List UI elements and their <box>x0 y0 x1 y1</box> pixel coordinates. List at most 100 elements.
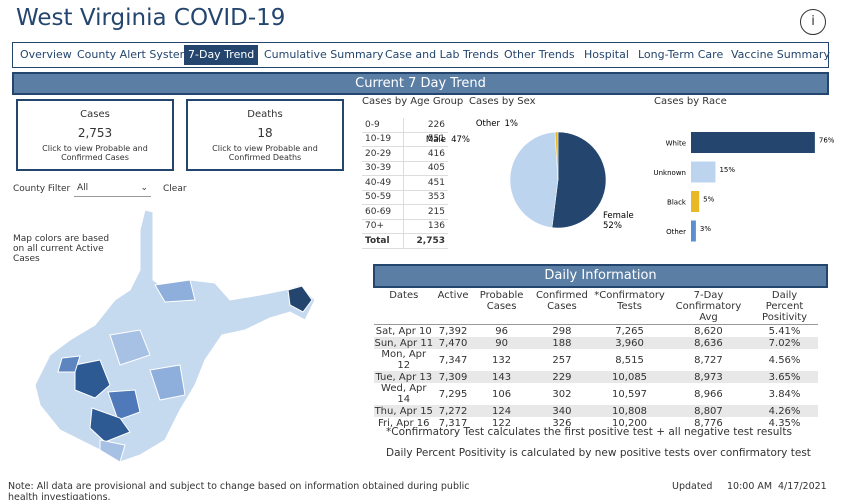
table-row: Sat, Apr 10 7,392 96 298 7,265 8,620 5.41% <box>374 325 818 338</box>
chart-title: Cases by Race <box>654 96 727 107</box>
footer-note: Note: All data are provisional and subje… <box>8 481 470 500</box>
table-cell: 7,295 <box>438 388 468 400</box>
table-cell: Wed, Apr 14 <box>381 383 427 405</box>
card-title: Deaths <box>247 109 283 120</box>
pie-slice <box>551 131 607 229</box>
clear-button[interactable]: Clear <box>163 184 187 194</box>
filter-select[interactable]: All ⌄ <box>74 181 151 197</box>
title: West Virginia COVID-19 <box>16 5 286 31</box>
tab[interactable]: Hospital <box>584 48 629 61</box>
county <box>154 279 196 303</box>
table-cell: 2,753 <box>403 233 448 249</box>
county <box>149 364 186 401</box>
table-cell: 10,085 <box>593 371 666 383</box>
tab[interactable]: Cumulative Summary <box>264 48 384 61</box>
tab[interactable]: County Alert System <box>77 48 191 61</box>
pie-slice <box>509 131 559 228</box>
table-cell: 4.56% <box>768 354 801 366</box>
table-cell: 30-39 <box>362 161 404 176</box>
age-table: 0-9 226 10-19 551 20-29 416 30-39 405 40-49 451 50… <box>362 118 448 249</box>
column-header: Dates <box>374 289 434 325</box>
table-cell: 405 <box>403 161 448 176</box>
card-value: 18 <box>257 126 273 140</box>
updated-label: Updated <box>672 481 713 492</box>
table-cell: Fri, Apr 16 <box>378 417 430 429</box>
dropdown-arrow: ⌄ <box>140 183 148 193</box>
county-map <box>34 209 316 463</box>
category-label: Other <box>666 228 686 236</box>
info-button[interactable]: i <box>800 9 826 35</box>
county <box>287 285 313 313</box>
column-header: Probable Cases <box>472 289 531 325</box>
table-cell: 10-19 <box>362 132 404 147</box>
filter-value: All <box>77 183 89 193</box>
table-row: 60-69 215 <box>362 204 448 220</box>
table-cell: 451 <box>403 175 448 191</box>
slice-label: Female <box>603 211 634 221</box>
table-cell: 20-29 <box>362 146 404 162</box>
deaths-card[interactable]: Deaths 18 Click to view Probable and Con… <box>186 99 344 171</box>
table-cell: 132 <box>492 354 512 366</box>
county <box>57 355 81 373</box>
tab[interactable]: Overview <box>20 48 72 61</box>
table-cell: 136 <box>403 219 448 234</box>
table-cell: 416 <box>403 146 448 162</box>
value-label: 47% <box>451 135 470 145</box>
table-cell: Total <box>362 233 404 249</box>
chart-title: Cases by Sex <box>469 96 536 107</box>
table-row: 40-49 451 <box>362 175 448 191</box>
category-label: White <box>666 140 686 148</box>
table-cell: 215 <box>403 204 448 220</box>
table-cell: 298 <box>552 325 572 337</box>
table-cell: 143 <box>472 371 531 383</box>
footnote: *Confirmatory Test calculates the first … <box>386 426 792 438</box>
county <box>99 439 126 463</box>
table-row: Sun, Apr 11 7,470 90 188 3,960 8,636 7.02% <box>374 337 818 349</box>
table-cell: Tue, Apr 13 <box>374 371 434 383</box>
table-row: 10-19 551 <box>362 132 448 147</box>
tab[interactable]: Case and Lab Trends <box>385 48 499 61</box>
table-cell: 7,317 <box>438 417 468 429</box>
column-header: 7-Day Confirmatory Avg <box>665 289 752 325</box>
table-cell: 50-59 <box>362 190 404 205</box>
table-cell: 7,265 <box>615 325 644 337</box>
table-cell: Sun, Apr 11 <box>374 337 434 349</box>
table-row: 70+ 136 <box>362 219 448 234</box>
bar <box>691 220 696 242</box>
card-note: Click to view Probable and Confirmed Dea… <box>212 144 318 162</box>
updated-time: 10:00 AM <box>727 481 773 492</box>
bar <box>691 132 815 153</box>
chart-title: Cases by Age Group <box>362 96 464 107</box>
table-row: 0-9 226 <box>362 118 448 133</box>
cases-card[interactable]: Cases 2,753 Click to view Probable and C… <box>16 99 174 171</box>
table-cell: 4.26% <box>751 405 818 417</box>
tab[interactable]: Other Trends <box>504 48 575 61</box>
tab[interactable]: Vaccine Summary <box>731 48 830 61</box>
daily-table: Dates Active Probable Cases Confirmed Cases… <box>374 289 818 429</box>
tab[interactable]: 7-Day Trend <box>184 45 259 65</box>
table-row: Thu, Apr 15 7,272 124 340 10,808 8,807 4.26% <box>374 405 818 417</box>
table-cell: 188 <box>530 337 594 349</box>
table-cell: 3.65% <box>751 371 818 383</box>
table-cell: 0-9 <box>362 118 404 133</box>
table-row: Total 2,753 <box>362 233 448 249</box>
column-header: Daily Percent Positivity <box>751 289 818 325</box>
table-cell: 5.41% <box>768 325 801 337</box>
table-row: Mon, Apr 12 7,347 132 257 8,515 8,727 4.56% <box>374 349 818 371</box>
table-row: Wed, Apr 14 7,295 106 302 10,597 8,966 3.84% <box>374 383 818 405</box>
tab[interactable]: Long-Term Care <box>638 48 724 61</box>
table-cell: 7.02% <box>751 337 818 349</box>
table-cell: 10,200 <box>612 417 648 429</box>
table-cell: 8,515 <box>615 354 644 366</box>
county <box>89 407 131 443</box>
table-cell: 10,808 <box>593 405 666 417</box>
table-cell: 7,309 <box>433 371 473 383</box>
table-cell: 40-49 <box>362 175 404 191</box>
table-cell: 60-69 <box>362 204 404 220</box>
table-row: 50-59 353 <box>362 190 448 205</box>
column-header: *Confirmatory Tests <box>593 289 666 325</box>
table-cell: 8,966 <box>694 388 723 400</box>
daily-banner: Daily Information <box>373 264 828 288</box>
card-note: Click to view Probable and Confirmed Cas… <box>42 144 148 162</box>
table-row: Fri, Apr 16 7,317 122 326 10,200 8,776 4.35% <box>374 417 818 429</box>
